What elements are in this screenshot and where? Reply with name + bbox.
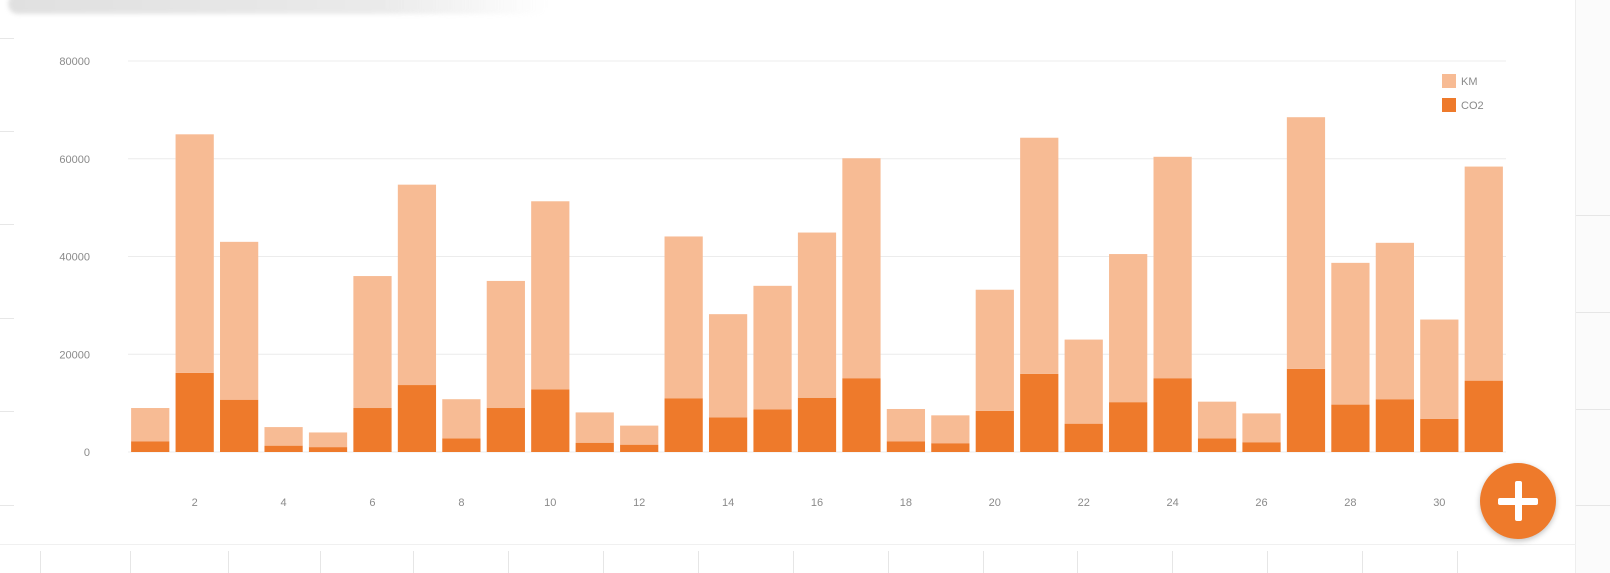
x-tick-label: 16 <box>811 497 823 509</box>
x-tick-label: 26 <box>1255 497 1267 509</box>
legend-swatch <box>1442 98 1456 112</box>
x-tick-label: 18 <box>900 497 912 509</box>
bar-co2[interactable] <box>664 398 703 452</box>
bar-km[interactable] <box>175 134 214 373</box>
bar-km[interactable] <box>1197 401 1237 439</box>
bar-km[interactable] <box>1331 262 1370 405</box>
bar-co2[interactable] <box>308 447 348 452</box>
x-tick-label: 2 <box>192 497 198 509</box>
bar-co2[interactable] <box>1153 378 1192 452</box>
x-axis-ticks: 2 4 6 8 10 12 14 16 18 20 22 24 26 28 30 <box>192 497 1446 509</box>
blurred-title-bar <box>8 0 548 14</box>
bar-co2[interactable] <box>1375 399 1414 452</box>
bar-km[interactable] <box>308 432 348 448</box>
bar-co2[interactable] <box>975 410 1014 452</box>
legend-label: KM <box>1461 76 1478 88</box>
bar-km[interactable] <box>575 412 614 443</box>
bar-km[interactable] <box>886 408 926 442</box>
bar-km[interactable] <box>442 399 481 439</box>
bar-km[interactable] <box>264 427 303 446</box>
bar-co2[interactable] <box>353 408 392 452</box>
bar-co2[interactable] <box>1020 373 1059 452</box>
bar-km[interactable] <box>931 415 970 444</box>
bar-km[interactable] <box>842 158 881 379</box>
bar-km[interactable] <box>1020 137 1059 374</box>
bar-km[interactable] <box>1375 242 1414 400</box>
bar-co2[interactable] <box>575 442 614 452</box>
bar-km[interactable] <box>220 241 259 400</box>
y-axis-ticks: 0 20000 40000 60000 80000 <box>59 56 90 459</box>
y-tick-label: 0 <box>84 447 90 459</box>
bar-km[interactable] <box>1064 339 1103 424</box>
bar-co2[interactable] <box>220 399 259 452</box>
bar-km[interactable] <box>797 232 837 398</box>
bar-co2[interactable] <box>1286 368 1326 452</box>
bar-km[interactable] <box>1286 117 1326 369</box>
bar-km[interactable] <box>1153 156 1192 379</box>
add-button[interactable] <box>1480 463 1556 539</box>
bar-km[interactable] <box>708 314 748 418</box>
left-edge-panel <box>0 0 18 573</box>
bar-co2[interactable] <box>131 441 170 452</box>
bar-co2[interactable] <box>264 445 303 452</box>
bar-co2[interactable] <box>1109 402 1148 452</box>
bar-co2[interactable] <box>1420 418 1459 452</box>
y-tick-label: 60000 <box>59 154 90 166</box>
right-edge-panel <box>1575 0 1610 573</box>
legend-label: CO2 <box>1461 100 1484 112</box>
x-tick-label: 14 <box>722 497 734 509</box>
bar-co2[interactable] <box>442 438 481 452</box>
bar-co2[interactable] <box>397 385 437 452</box>
bar-co2[interactable] <box>620 444 659 452</box>
x-tick-label: 28 <box>1344 497 1356 509</box>
x-tick-label: 10 <box>544 497 556 509</box>
bars <box>131 117 1503 452</box>
bar-co2[interactable] <box>1331 404 1370 452</box>
bar-km[interactable] <box>131 408 170 442</box>
bar-co2[interactable] <box>531 389 570 452</box>
x-tick-label: 8 <box>458 497 464 509</box>
bar-km[interactable] <box>397 184 437 386</box>
x-tick-label: 4 <box>281 497 287 509</box>
x-tick-label: 22 <box>1078 497 1090 509</box>
legend[interactable]: KM CO2 <box>1442 74 1484 112</box>
bar-km[interactable] <box>1109 254 1148 403</box>
y-tick-label: 40000 <box>59 252 90 264</box>
bar-co2[interactable] <box>1464 380 1503 452</box>
legend-swatch <box>1442 74 1456 88</box>
x-tick-label: 20 <box>989 497 1001 509</box>
x-tick-label: 6 <box>369 497 375 509</box>
bottom-strip <box>0 544 1576 573</box>
bar-co2[interactable] <box>1197 438 1237 452</box>
bar-co2[interactable] <box>931 443 970 452</box>
bar-co2[interactable] <box>175 372 214 452</box>
y-tick-label: 80000 <box>59 56 90 68</box>
plus-icon <box>1498 481 1538 521</box>
bar-km[interactable] <box>1464 166 1503 381</box>
bar-km[interactable] <box>975 289 1014 411</box>
bar-co2[interactable] <box>486 408 525 452</box>
bar-co2[interactable] <box>753 409 792 452</box>
y-tick-label: 20000 <box>59 349 90 361</box>
bar-km[interactable] <box>753 285 792 410</box>
x-tick-label: 12 <box>633 497 645 509</box>
bar-km[interactable] <box>1420 319 1459 419</box>
bar-km[interactable] <box>531 201 570 390</box>
bar-km[interactable] <box>620 425 659 445</box>
bar-km[interactable] <box>664 236 703 399</box>
x-tick-label: 30 <box>1433 497 1445 509</box>
bar-co2[interactable] <box>797 397 837 452</box>
bar-co2[interactable] <box>886 441 926 452</box>
bar-co2[interactable] <box>708 417 748 452</box>
bar-km[interactable] <box>353 276 392 409</box>
bar-co2[interactable] <box>1242 442 1281 452</box>
bar-co2[interactable] <box>1064 423 1103 452</box>
bar-km[interactable] <box>486 280 525 409</box>
x-tick-label: 24 <box>1166 497 1178 509</box>
bar-co2[interactable] <box>842 378 881 452</box>
bar-km[interactable] <box>1242 413 1281 443</box>
